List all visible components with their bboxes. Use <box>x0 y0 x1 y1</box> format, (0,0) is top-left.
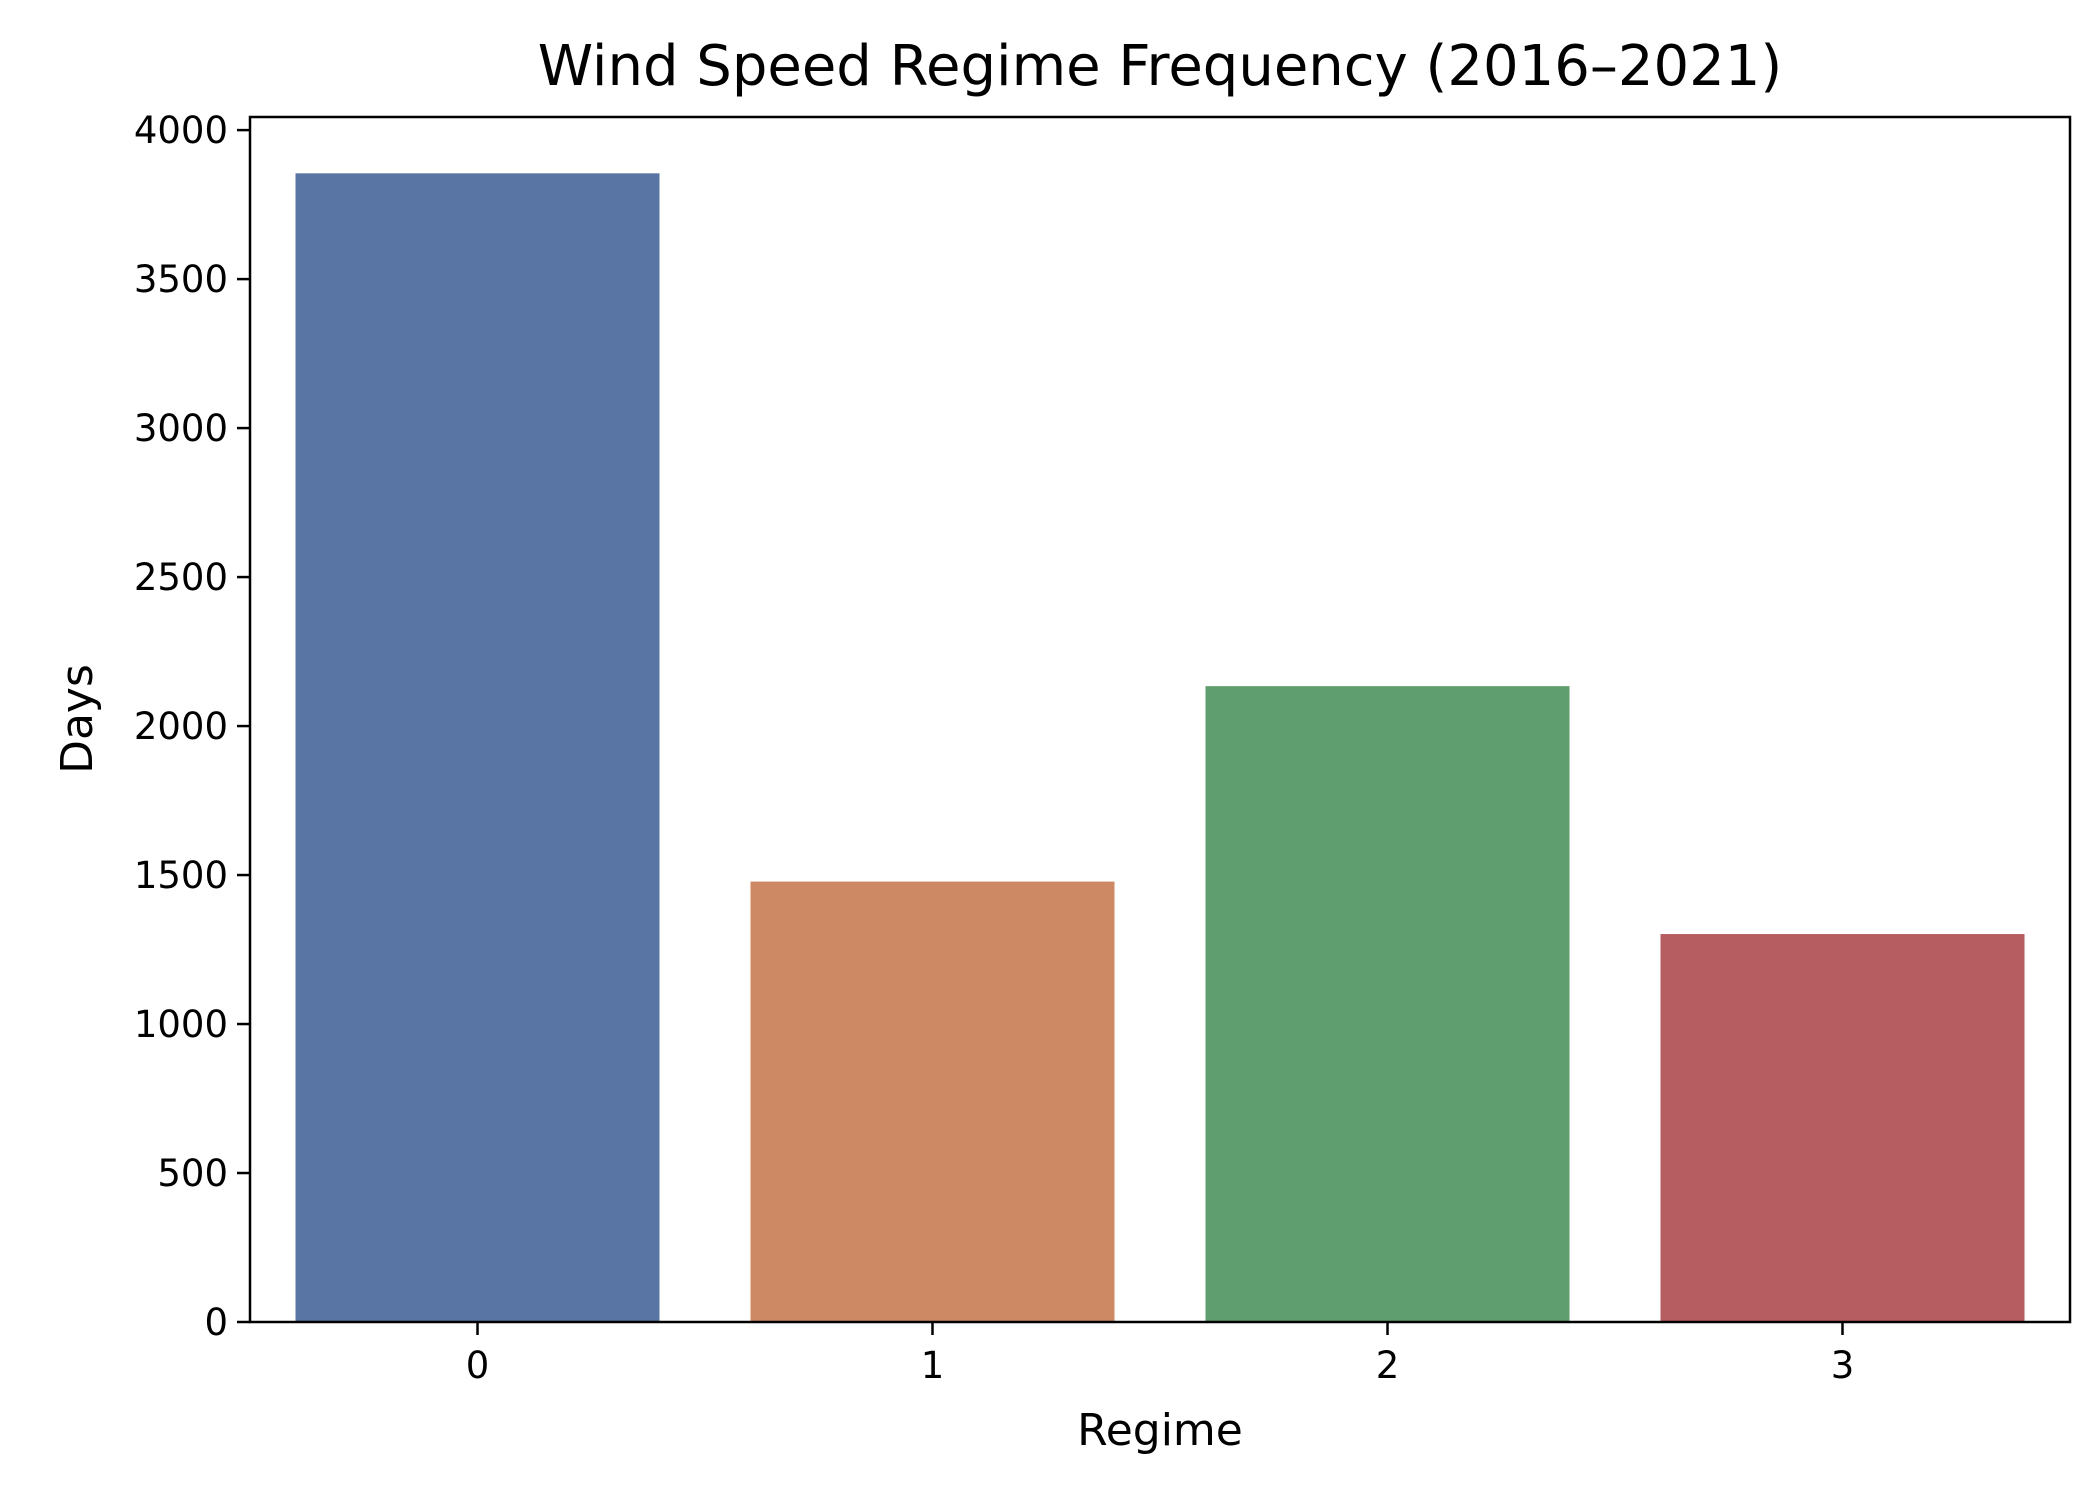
y-tick-label: 3500 <box>134 258 228 301</box>
y-tick-label: 2500 <box>134 556 228 599</box>
bar-regime-1 <box>750 881 1115 1322</box>
x-tick-label: 3 <box>1831 1344 1855 1387</box>
bar-regime-2 <box>1205 686 1570 1322</box>
y-tick-label: 2000 <box>134 705 228 748</box>
y-tick-label: 1500 <box>134 854 228 897</box>
y-tick-label: 1000 <box>134 1003 228 1046</box>
x-tick-label: 1 <box>921 1344 945 1387</box>
bar-regime-3 <box>1660 934 2025 1322</box>
x-axis-label: Regime <box>1077 1405 1243 1456</box>
y-tick-label: 3000 <box>134 407 228 450</box>
x-tick-label: 0 <box>466 1344 490 1387</box>
y-tick-label: 0 <box>204 1301 228 1344</box>
y-axis-label: Days <box>52 664 103 774</box>
bars-group <box>295 173 2025 1322</box>
bar-regime-0 <box>295 173 660 1322</box>
y-tick-label: 500 <box>157 1152 228 1195</box>
x-tick-label: 2 <box>1376 1344 1400 1387</box>
x-axis: 0 1 2 3 <box>466 1322 1855 1387</box>
chart-title: Wind Speed Regime Frequency (2016–2021) <box>538 34 1782 99</box>
y-axis: 0 500 1000 1500 2000 2500 3000 3500 4000 <box>134 109 250 1344</box>
plot-frame <box>248 115 2072 1324</box>
y-tick-label: 4000 <box>134 109 228 152</box>
